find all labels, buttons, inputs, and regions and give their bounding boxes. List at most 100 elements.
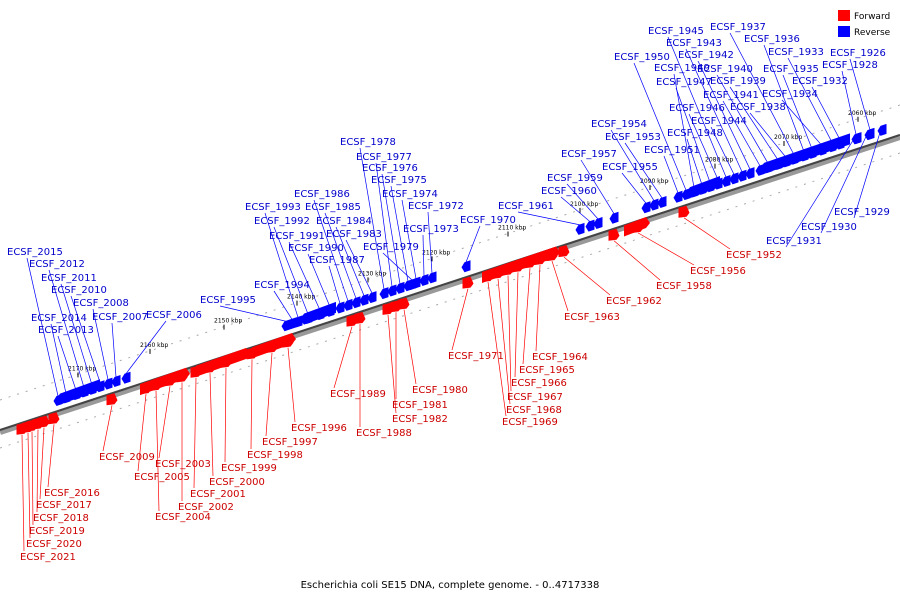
forward-gene-leader xyxy=(563,256,611,296)
forward-gene-leader xyxy=(637,232,695,266)
forward-gene-label: ECSF_1956 xyxy=(690,266,746,277)
scale-tick-label: 2100 kbp xyxy=(570,201,598,208)
reverse-gene-block xyxy=(657,196,667,209)
forward-gene-label: ECSF_1967 xyxy=(507,392,563,403)
forward-gene-leader xyxy=(487,281,507,417)
reverse-gene-leader xyxy=(50,323,67,394)
reverse-gene-block xyxy=(379,287,389,300)
reverse-gene-leader xyxy=(401,199,417,279)
reverse-gene-leader xyxy=(264,212,299,318)
reverse-gene-leader xyxy=(359,147,385,290)
reverse-gene-block xyxy=(387,284,397,297)
reverse-gene-leader xyxy=(382,252,413,281)
forward-gene-leader xyxy=(155,390,160,512)
reverse-gene-block xyxy=(121,371,131,384)
forward-gene-leader xyxy=(683,217,731,250)
reverse-gene-block xyxy=(343,298,353,311)
reverse-gene-leader xyxy=(849,58,871,130)
reverse-gene-label: ECSF_2010 xyxy=(51,285,107,296)
forward-gene-label: ECSF_2003 xyxy=(155,459,211,470)
forward-gene-label: ECSF_1963 xyxy=(564,312,620,323)
reverse-gene-leader xyxy=(667,36,727,178)
reverse-gene-block xyxy=(877,123,887,136)
reverse-gene-leader xyxy=(811,86,841,140)
reverse-gene-leader xyxy=(324,212,357,299)
reverse-gene-label: ECSF_1987 xyxy=(309,255,365,266)
reverse-gene-block xyxy=(575,222,585,235)
lower-scale-line xyxy=(0,152,900,449)
forward-gene-leader xyxy=(265,352,273,437)
forward-gene-leader xyxy=(31,431,34,526)
forward-gene-leader xyxy=(613,240,661,281)
reverse-gene-label: ECSF_1937 xyxy=(710,22,766,33)
reverse-gene-label: ECSF_1933 xyxy=(768,47,824,58)
forward-gene-label: ECSF_1980 xyxy=(412,385,468,396)
reverse-gene-leader xyxy=(26,257,59,397)
reverse-gene-leader xyxy=(273,290,293,320)
scale-tick-label: 2090 kbp xyxy=(640,178,668,185)
forward-gene-block xyxy=(624,216,650,237)
reverse-gene-label: ECSF_1935 xyxy=(763,64,819,75)
reverse-gene-leader xyxy=(749,112,787,158)
forward-gene-block xyxy=(482,246,560,284)
forward-gene-label: ECSF_2021 xyxy=(20,552,76,563)
forward-gene-leader xyxy=(403,309,417,385)
reverse-gene-leader xyxy=(307,253,331,307)
forward-gene-label: ECSF_2004 xyxy=(155,512,211,523)
reverse-gene-label: ECSF_1974 xyxy=(382,189,438,200)
forward-gene-label: ECSF_1969 xyxy=(502,417,558,428)
reverse-gene-block xyxy=(852,132,862,145)
reverse-gene-label: ECSF_1990 xyxy=(288,243,344,254)
forward-gene-label: ECSF_1981 xyxy=(392,400,448,411)
reverse-gene-label: ECSF_1970 xyxy=(460,215,516,226)
scale-tick-label: 2060 kbp xyxy=(848,110,876,117)
forward-gene-block xyxy=(390,300,402,313)
forward-gene-label: ECSF_1982 xyxy=(392,414,448,425)
forward-gene-label: ECSF_1997 xyxy=(262,437,318,448)
reverse-gene-label: ECSF_1953 xyxy=(605,132,661,143)
forward-gene-leader xyxy=(137,394,147,472)
reverse-gene-leader xyxy=(566,183,599,220)
legend-forward-label: Forward xyxy=(854,12,890,22)
forward-gene-leader xyxy=(21,434,25,552)
reverse-gene-label: ECSF_1993 xyxy=(245,202,301,213)
reverse-gene-label: ECSF_2007 xyxy=(92,312,148,323)
forward-gene-label: ECSF_1988 xyxy=(356,428,412,439)
forward-gene-block xyxy=(48,412,60,425)
reverse-gene-label: ECSF_1946 xyxy=(669,103,725,114)
reverse-gene-block xyxy=(395,281,405,294)
forward-gene-leader xyxy=(497,278,511,405)
legend: Forward Reverse xyxy=(838,10,891,38)
reverse-gene-leader xyxy=(763,44,805,152)
reverse-gene-block xyxy=(729,172,739,185)
reverse-gene-label: ECSF_1977 xyxy=(356,152,412,163)
forward-gene-leader xyxy=(102,405,113,452)
reverse-gene-leader xyxy=(787,57,833,143)
reverse-gene-leader xyxy=(390,185,409,282)
reverse-gene-label: ECSF_1975 xyxy=(371,175,427,186)
forward-gene-block xyxy=(140,367,190,396)
forward-gene-block xyxy=(252,332,296,359)
reverse-gene-label: ECSF_1931 xyxy=(766,236,822,247)
forward-gene-leader xyxy=(27,432,31,539)
reverse-gene-label: ECSF_1932 xyxy=(792,76,848,87)
reverse-gene-leader xyxy=(219,305,287,322)
reverse-gene-label: ECSF_1961 xyxy=(498,201,554,212)
reverse-gene-label: ECSF_1976 xyxy=(362,163,418,174)
forward-gene-label: ECSF_1965 xyxy=(519,365,575,376)
reverse-gene-block xyxy=(351,296,361,309)
reverse-gene-block xyxy=(111,374,121,387)
reverse-gene-block xyxy=(300,301,336,325)
reverse-gene-label: ECSF_1947 xyxy=(656,77,712,88)
reverse-gene-label: ECSF_1991 xyxy=(269,231,325,242)
reverse-gene-block xyxy=(609,211,619,224)
forward-gene-label: ECSF_1971 xyxy=(448,351,504,362)
forward-gene-leader xyxy=(193,377,197,489)
forward-gene-leader xyxy=(507,275,512,392)
reverse-gene-label: ECSF_1973 xyxy=(403,224,459,235)
reverse-gene-leader xyxy=(288,241,321,311)
forward-gene-block xyxy=(106,393,118,406)
reverse-gene-label: ECSF_1979 xyxy=(363,242,419,253)
reverse-gene-leader xyxy=(70,295,101,383)
